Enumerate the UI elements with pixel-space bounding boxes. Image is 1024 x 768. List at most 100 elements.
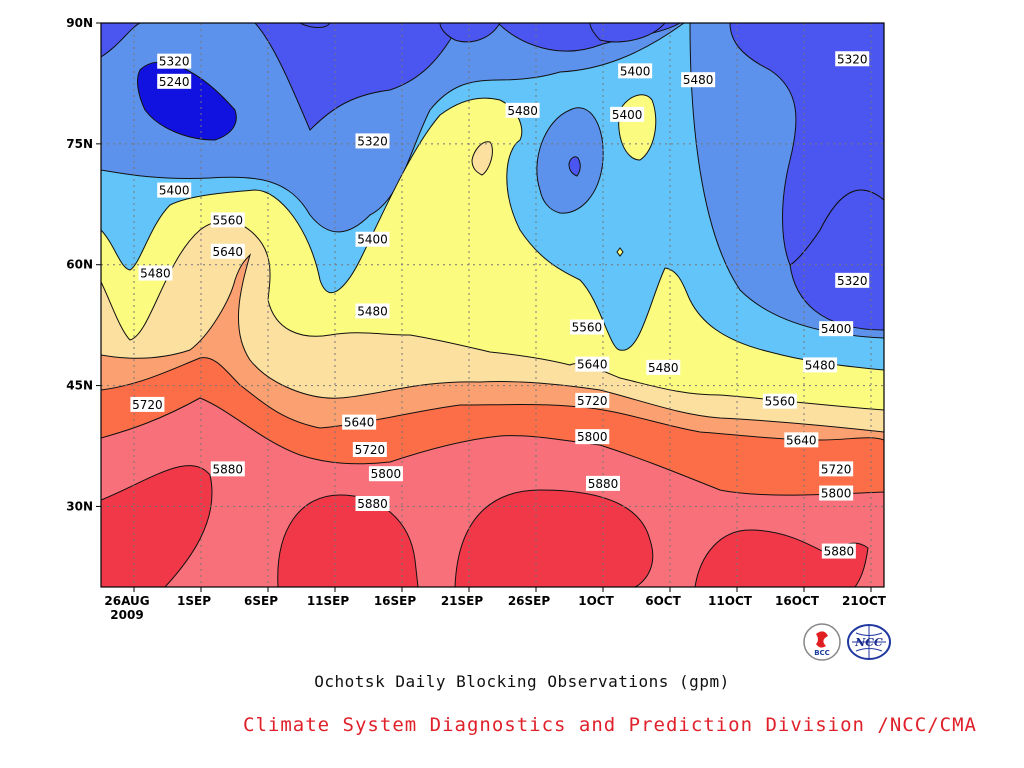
- bcc-logo: BCC: [803, 623, 841, 661]
- contour-label-bg: [586, 475, 620, 491]
- contour-label: 5640: [210, 243, 245, 259]
- contour-label: 5480: [681, 72, 716, 88]
- contour-label-text: 5560: [765, 395, 796, 409]
- contour-band-4b55f0: [729, 23, 884, 266]
- y-tick-label: 60N: [66, 258, 93, 272]
- x-tick-label: 1SEP: [177, 594, 211, 608]
- contour-band-fbe0a0: [471, 141, 493, 176]
- contour-labels: 5320 5240 5400 5480 5560 5640 5720 5880 5320 5400…: [130, 51, 870, 559]
- contour-band-4b55f0: [589, 23, 666, 43]
- contour-band-fbfb80: [616, 247, 624, 257]
- x-tick-label: 1OCT: [578, 594, 614, 608]
- x-tick-label: 11SEP: [307, 594, 350, 608]
- contour-label-bg: [157, 182, 192, 198]
- contour-label-bg: [646, 359, 681, 375]
- contour-label-text: 5480: [357, 304, 388, 318]
- contour-label-text: 5320: [837, 274, 868, 288]
- contour-label-bg: [210, 243, 245, 259]
- contour-label-bg: [610, 106, 645, 122]
- contour-label-bg: [138, 265, 173, 281]
- contour-label: 5720: [352, 442, 387, 458]
- contour-label-text: 5560: [572, 321, 603, 335]
- contour-label-bg: [819, 461, 854, 477]
- contour-label: 5560: [210, 212, 245, 228]
- contour-label: 5560: [569, 319, 604, 335]
- contour-label-bg: [157, 53, 192, 69]
- contour-label: 5320: [835, 272, 870, 288]
- contour-label-bg: [618, 63, 653, 79]
- contour-label: 5480: [355, 303, 390, 319]
- contour-label: 5400: [819, 321, 854, 337]
- contour-label: 5320: [355, 133, 390, 149]
- x-tick-label: 11OCT: [708, 594, 753, 608]
- contour-band-f03848: [101, 465, 213, 587]
- contour-label: 5320: [835, 51, 870, 67]
- x-tick-label: 16OCT: [775, 594, 820, 608]
- contour-label-text: 5480: [683, 73, 714, 87]
- contour-bands: [101, 23, 884, 587]
- contour-label-bg: [355, 496, 390, 512]
- contour-label-bg: [210, 212, 245, 228]
- x-tick-label: 16SEP: [374, 594, 417, 608]
- contour-label-text: 5320: [357, 134, 388, 148]
- contour-label-bg: [835, 51, 870, 67]
- contour-band-4b55f0: [568, 156, 581, 177]
- x-tick-label: 6SEP: [244, 594, 278, 608]
- contour-label: 5880: [586, 475, 620, 491]
- contour-label-text: 5720: [355, 443, 386, 457]
- contour-label-text: 5480: [507, 104, 538, 118]
- ncc-logo: NCC: [847, 624, 891, 660]
- contour-band-4b55f0: [439, 23, 501, 43]
- contour-label: 5640: [575, 356, 610, 372]
- contour-label-bg: [835, 272, 870, 288]
- contour-label-text: 5720: [132, 398, 163, 412]
- chart-caption: Ochotsk Daily Blocking Observations (gpm…: [314, 672, 730, 691]
- contour-label-text: 5400: [159, 184, 190, 198]
- contour-label: 5880: [821, 543, 856, 559]
- contour-label-text: 5880: [824, 545, 855, 559]
- contour-label: 5720: [130, 396, 165, 412]
- contour-label-bg: [819, 321, 854, 337]
- contour-label-text: 5320: [159, 55, 190, 69]
- contour-label-bg: [784, 432, 819, 448]
- contour-label: 5640: [342, 414, 377, 430]
- contour-label-text: 5800: [821, 487, 852, 501]
- x-tick-label: 21OCT: [842, 594, 887, 608]
- contour-label-bg: [157, 73, 192, 89]
- contour-label-text: 5640: [213, 245, 244, 259]
- contour-label-text: 5480: [805, 358, 836, 372]
- contour-label: 5720: [575, 392, 610, 408]
- contour-label-text: 5400: [612, 108, 643, 122]
- contour-label-bg: [575, 356, 610, 372]
- contour-label: 5240: [157, 73, 192, 89]
- contour-label-bg: [821, 543, 856, 559]
- contour-label-text: 5880: [357, 497, 388, 511]
- contour-label-bg: [803, 357, 838, 373]
- contour-label-bg: [575, 392, 610, 408]
- contour-label-bg: [342, 414, 377, 430]
- contour-label-text: 5480: [140, 267, 171, 281]
- contour-band-f03848: [454, 489, 654, 587]
- x-tick-label: 2009: [110, 608, 143, 622]
- contour-label-bg: [130, 396, 165, 412]
- y-tick-label: 30N: [66, 499, 93, 513]
- grid-lines: [101, 23, 884, 587]
- contour-label-bg: [575, 429, 610, 445]
- contour-label-bg: [368, 466, 403, 482]
- credit-line: Climate System Diagnostics and Predictio…: [243, 714, 977, 736]
- contour-label-text: 5720: [821, 462, 852, 476]
- contour-label-text: 5640: [786, 433, 817, 447]
- y-tick-label: 90N: [66, 16, 93, 30]
- contour-label-text: 5640: [344, 416, 375, 430]
- contour-label-bg: [355, 133, 390, 149]
- contour-label-text: 5400: [620, 64, 651, 78]
- contour-label: 5320: [157, 53, 192, 69]
- contour-label: 5480: [646, 359, 681, 375]
- contour-label-text: 5640: [577, 358, 608, 372]
- x-tick-label: 6OCT: [645, 594, 681, 608]
- contour-label-bg: [210, 461, 245, 477]
- contour-label: 5400: [618, 63, 653, 79]
- contour-label: 5880: [355, 496, 390, 512]
